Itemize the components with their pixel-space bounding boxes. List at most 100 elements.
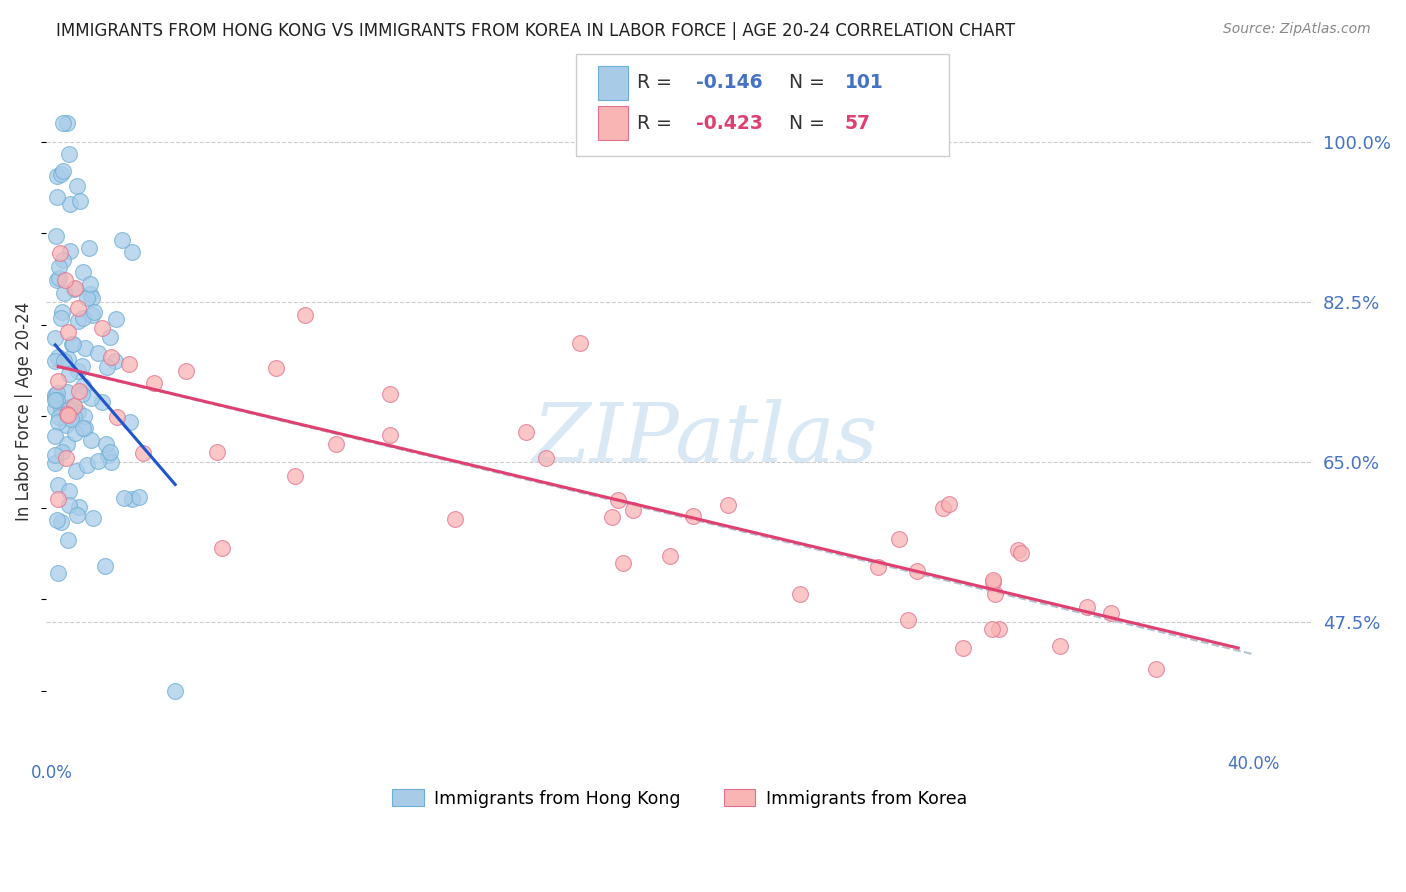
- Point: [121, 491, 143, 506]
- Point: [56, 116, 79, 130]
- Point: [983, 587, 1005, 601]
- Point: [66, 405, 89, 419]
- Point: [59, 244, 82, 258]
- Point: [66, 364, 89, 378]
- Text: ZIPatlas: ZIPatlas: [533, 399, 877, 479]
- Point: [70, 386, 93, 401]
- Point: [46, 190, 69, 204]
- Point: [98, 445, 121, 459]
- Point: [931, 501, 953, 516]
- Point: [97, 448, 120, 462]
- Point: [44, 390, 66, 404]
- Point: [987, 623, 1010, 637]
- Point: [87, 454, 110, 468]
- Point: [44, 429, 66, 443]
- Point: [1007, 542, 1029, 557]
- Point: [58, 146, 80, 161]
- Point: [868, 559, 890, 574]
- Point: [90, 395, 112, 409]
- Point: [58, 483, 80, 498]
- Point: [981, 575, 1004, 590]
- Point: [46, 350, 69, 364]
- Point: [1010, 546, 1032, 560]
- Point: [90, 320, 112, 334]
- Point: [118, 357, 141, 371]
- Point: [56, 384, 79, 399]
- Point: [51, 515, 73, 529]
- Point: [211, 541, 233, 556]
- Point: [96, 437, 118, 451]
- Point: [889, 532, 911, 546]
- Point: [44, 331, 66, 345]
- Point: [66, 178, 89, 193]
- Point: [1099, 607, 1122, 621]
- Point: [44, 354, 66, 368]
- Point: [45, 228, 67, 243]
- Point: [49, 167, 72, 181]
- Point: [100, 455, 122, 469]
- Point: [51, 304, 73, 318]
- Point: [1076, 600, 1098, 615]
- Point: [72, 311, 94, 326]
- Point: [59, 197, 82, 211]
- Point: [44, 449, 66, 463]
- Point: [938, 497, 960, 511]
- Point: [48, 271, 70, 285]
- Point: [72, 265, 94, 279]
- Point: [789, 587, 811, 601]
- Point: [51, 311, 73, 326]
- Point: [45, 513, 67, 527]
- Point: [72, 420, 94, 434]
- Point: [82, 292, 104, 306]
- Point: [44, 393, 66, 408]
- Point: [58, 401, 80, 416]
- Point: [607, 492, 630, 507]
- Point: [63, 281, 86, 295]
- Point: [121, 245, 143, 260]
- Point: [62, 337, 84, 351]
- Point: [63, 399, 86, 413]
- Point: [658, 549, 681, 563]
- Point: [682, 508, 704, 523]
- Point: [82, 511, 104, 525]
- Point: [294, 309, 316, 323]
- Point: [905, 564, 928, 578]
- Point: [60, 401, 83, 415]
- Point: [46, 374, 69, 388]
- Point: [112, 491, 135, 505]
- Point: [981, 622, 1004, 636]
- Y-axis label: In Labor Force | Age 20-24: In Labor Force | Age 20-24: [15, 301, 32, 521]
- Point: [67, 500, 90, 514]
- Point: [60, 336, 83, 351]
- Point: [65, 464, 87, 478]
- Point: [52, 286, 75, 301]
- Point: [444, 511, 467, 525]
- Point: [325, 436, 347, 450]
- Point: [45, 272, 67, 286]
- Point: [66, 301, 89, 315]
- Point: [67, 384, 90, 398]
- Point: [165, 683, 187, 698]
- Point: [66, 314, 89, 328]
- Text: -0.423: -0.423: [696, 113, 763, 133]
- Point: [55, 417, 77, 432]
- Text: 101: 101: [845, 73, 884, 93]
- Point: [569, 335, 592, 350]
- Point: [69, 194, 91, 208]
- Point: [80, 392, 103, 406]
- Point: [59, 412, 82, 426]
- Point: [48, 409, 70, 424]
- Point: [46, 492, 69, 507]
- Point: [56, 408, 79, 422]
- Point: [75, 342, 97, 356]
- Point: [105, 409, 128, 424]
- Text: IMMIGRANTS FROM HONG KONG VS IMMIGRANTS FROM KOREA IN LABOR FORCE | AGE 20-24 CO: IMMIGRANTS FROM HONG KONG VS IMMIGRANTS …: [56, 22, 1015, 40]
- Point: [284, 468, 307, 483]
- Point: [66, 508, 89, 523]
- Point: [205, 445, 228, 459]
- Point: [981, 573, 1004, 587]
- Point: [52, 354, 75, 368]
- Text: 57: 57: [845, 113, 870, 133]
- Text: 40.0%: 40.0%: [1227, 755, 1279, 772]
- Point: [46, 566, 69, 580]
